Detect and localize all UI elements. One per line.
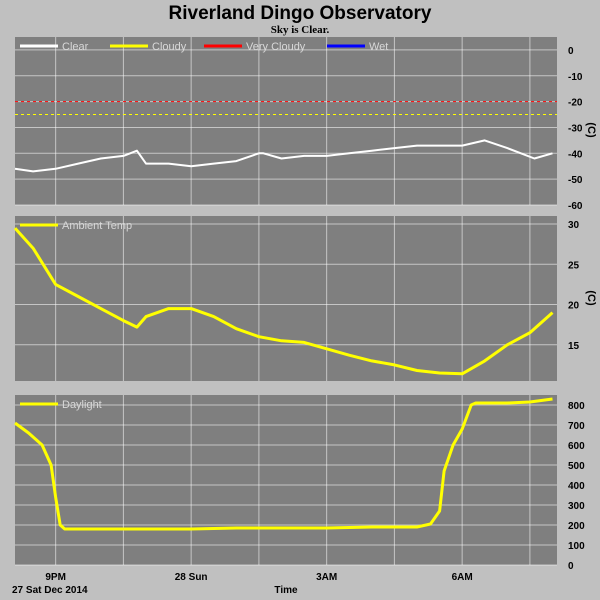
- y-tick-label: -10: [568, 72, 583, 83]
- page-title: Riverland Dingo Observatory: [169, 3, 432, 24]
- y-tick-label: -40: [568, 149, 583, 160]
- chart-panel-1: Clear Cloudy Very Cloudy Wet 0 -10 -20 -30 -40 -5…: [14, 37, 597, 212]
- x-axis-label: Time: [274, 585, 298, 596]
- y-tick-label: -60: [568, 201, 583, 212]
- plot-area: [15, 37, 557, 205]
- y-tick-label: 20: [568, 301, 580, 312]
- plot-area: [15, 216, 557, 381]
- chart-panels: Clear Cloudy Very Cloudy Wet 0 -10 -20 -30 -40 -5…: [13, 37, 597, 583]
- x-tick-label: 6AM: [452, 572, 473, 583]
- chart-panel-2: Ambient Temp 30 25 20 15 (C): [13, 216, 597, 381]
- x-axis-date-label: 27 Sat Dec 2014: [12, 585, 88, 596]
- y-tick-label: 0: [568, 46, 574, 57]
- y-tick-label: 200: [568, 521, 585, 532]
- x-tick-label: 28 Sun: [175, 572, 208, 583]
- y-tick-label: -50: [568, 175, 583, 186]
- legend-label-wet: Wet: [369, 41, 388, 53]
- y-tick-label: 800: [568, 401, 585, 412]
- plot-area: [15, 395, 557, 565]
- x-tick-label: 9PM: [45, 572, 66, 583]
- y-tick-label: 25: [568, 260, 580, 271]
- series-line-clear: [14, 139, 553, 173]
- y-tick-label: 0: [568, 561, 574, 572]
- y-axis-unit-label: (C): [585, 290, 597, 306]
- y-axis-unit-label: (C): [585, 122, 597, 138]
- chart-panel-3: Daylight 800 700 600 500 400 300 200 100 0: [14, 395, 585, 572]
- y-tick-label: 30: [568, 220, 580, 231]
- legend-label-daylight: Daylight: [62, 399, 102, 411]
- legend-label-ambient-temp: Ambient Temp: [62, 220, 132, 232]
- legend-label-cloudy: Cloudy: [152, 41, 187, 53]
- y-tick-label: -30: [568, 123, 583, 134]
- y-tick-label: 600: [568, 441, 585, 452]
- y-tick-label: 15: [568, 341, 580, 352]
- y-tick-label: 300: [568, 501, 585, 512]
- series-line-ambient-temp: [13, 227, 554, 376]
- legend-label-very-cloudy: Very Cloudy: [246, 41, 306, 53]
- page-subtitle: Sky is Clear.: [271, 24, 330, 36]
- y-tick-label: 700: [568, 421, 585, 432]
- y-tick-label: -20: [568, 98, 583, 109]
- legend-label-clear: Clear: [62, 41, 89, 53]
- y-tick-label: 400: [568, 481, 585, 492]
- series-line-daylight: [14, 397, 553, 531]
- y-tick-label: 500: [568, 461, 585, 472]
- y-tick-label: 100: [568, 541, 585, 552]
- x-tick-label: 3AM: [316, 572, 337, 583]
